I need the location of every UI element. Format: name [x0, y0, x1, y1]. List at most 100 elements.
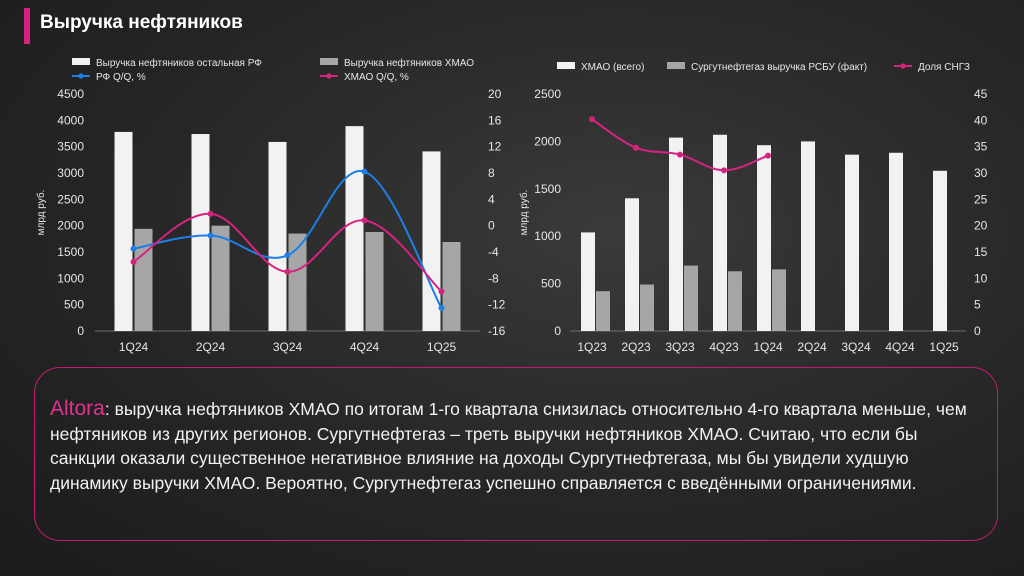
x-tick-label: 3Q23	[665, 340, 695, 354]
bar-hmao-total	[845, 154, 859, 331]
y2-tick-label: 40	[974, 113, 988, 127]
bar-rest-rf	[191, 134, 210, 331]
y2-tick-label: 8	[488, 166, 495, 180]
y2-tick-label: 45	[974, 87, 988, 101]
legend-label: Доля СНГЗ	[918, 62, 970, 73]
legend-label: Выручка нефтяников ХМАО	[344, 57, 474, 69]
y-axis-label: млрд руб.	[518, 190, 530, 236]
line-rf-qoq	[133, 170, 443, 309]
y2-tick-label: -8	[488, 271, 499, 285]
bar-hmao	[442, 241, 461, 331]
y-tick-label: 0	[77, 324, 84, 338]
y2-tick-label: -12	[488, 298, 506, 312]
y-tick-label: 500	[541, 277, 561, 291]
y-tick-label: 3500	[57, 140, 84, 154]
bar-sngz	[684, 265, 698, 331]
legend-marker	[326, 73, 332, 79]
x-tick-label: 1Q24	[119, 340, 149, 354]
bar-hmao-total	[581, 232, 595, 331]
marker-sngz-share	[721, 167, 727, 174]
y-tick-label: 1500	[534, 182, 561, 196]
legend-marker	[78, 73, 84, 79]
y-tick-label: 3000	[57, 166, 84, 180]
x-tick-label: 1Q24	[753, 340, 783, 354]
y2-tick-label: 35	[974, 140, 988, 154]
legend-swatch	[667, 62, 685, 69]
legend-swatch	[557, 62, 575, 69]
bar-sngz	[640, 284, 654, 331]
bar-sngz	[728, 271, 742, 331]
x-tick-label: 4Q23	[709, 340, 739, 354]
y2-tick-label: 4	[488, 192, 495, 206]
y-tick-label: 0	[554, 324, 561, 338]
y-tick-label: 1000	[57, 271, 84, 285]
x-tick-label: 1Q25	[427, 340, 457, 354]
x-tick-label: 2Q24	[797, 340, 827, 354]
marker-sngz-share	[677, 151, 683, 158]
bar-rest-rf	[345, 126, 364, 331]
y-tick-label: 2000	[57, 219, 84, 233]
bar-hmao-total	[669, 137, 683, 331]
bar-hmao-total	[801, 141, 815, 331]
legend-swatch	[320, 58, 338, 65]
y2-tick-label: 15	[974, 245, 988, 259]
legend-label: ХМАО (всего)	[581, 62, 644, 73]
bar-hmao-total	[757, 145, 771, 331]
marker-hmao-qoq	[284, 268, 291, 275]
x-tick-label: 1Q23	[577, 340, 607, 354]
y2-tick-label: 12	[488, 140, 502, 154]
y-tick-label: 2500	[534, 87, 561, 101]
y-tick-label: 1000	[534, 229, 561, 243]
bar-hmao	[211, 225, 230, 331]
comment-brand: Altora	[50, 397, 105, 420]
marker-rf-qoq	[361, 168, 368, 175]
marker-sngz-share	[765, 152, 771, 159]
marker-hmao-qoq	[361, 217, 368, 224]
bar-sngz	[772, 269, 786, 331]
bar-hmao-total	[889, 152, 903, 331]
y2-tick-label: 20	[974, 219, 988, 233]
y-tick-label: 500	[64, 298, 84, 312]
y2-tick-label: 10	[974, 271, 988, 285]
page-title: Выручка нефтяников	[40, 12, 243, 33]
legend-swatch	[72, 58, 90, 65]
y-tick-label: 4000	[57, 113, 84, 127]
marker-rf-qoq	[130, 245, 137, 252]
y2-tick-label: 16	[488, 113, 502, 127]
marker-hmao-qoq	[207, 210, 214, 217]
y-axis-label: млрд руб.	[35, 190, 47, 236]
x-tick-label: 3Q24	[273, 340, 303, 354]
y2-tick-label: 5	[974, 298, 981, 312]
y-tick-label: 2500	[57, 192, 84, 206]
x-tick-label: 3Q24	[841, 340, 871, 354]
bar-hmao-total	[933, 170, 947, 331]
y2-tick-label: -4	[488, 245, 499, 259]
bar-rest-rf	[268, 141, 287, 331]
title-accent-bar	[24, 8, 30, 44]
marker-rf-qoq	[284, 252, 291, 259]
marker-sngz-share	[633, 144, 639, 151]
y2-tick-label: 0	[974, 324, 981, 338]
x-tick-label: 2Q24	[196, 340, 226, 354]
legend-label: ХМАО Q/Q, %	[344, 72, 409, 83]
marker-rf-qoq	[207, 232, 214, 239]
marker-rf-qoq	[438, 304, 445, 311]
bar-rest-rf	[114, 131, 133, 331]
y2-tick-label: 20	[488, 87, 502, 101]
legend-label: Сургутнефтегаз выручка РСБУ (факт)	[691, 61, 867, 73]
bar-hmao-total	[713, 134, 727, 331]
comment-body: : выручка нефтяников ХМАО по итогам 1-го…	[50, 399, 967, 493]
x-tick-label: 1Q25	[929, 340, 959, 354]
legend-marker	[900, 63, 906, 69]
y2-tick-label: 25	[974, 192, 988, 206]
bar-hmao	[288, 233, 307, 331]
y-tick-label: 2000	[534, 134, 561, 148]
comment-box	[34, 367, 998, 541]
marker-hmao-qoq	[438, 288, 445, 295]
x-tick-label: 4Q24	[885, 340, 915, 354]
y-tick-label: 4500	[57, 87, 84, 101]
legend-label: Выручка нефтяников остальная РФ	[96, 57, 262, 69]
bar-hmao	[365, 231, 384, 331]
